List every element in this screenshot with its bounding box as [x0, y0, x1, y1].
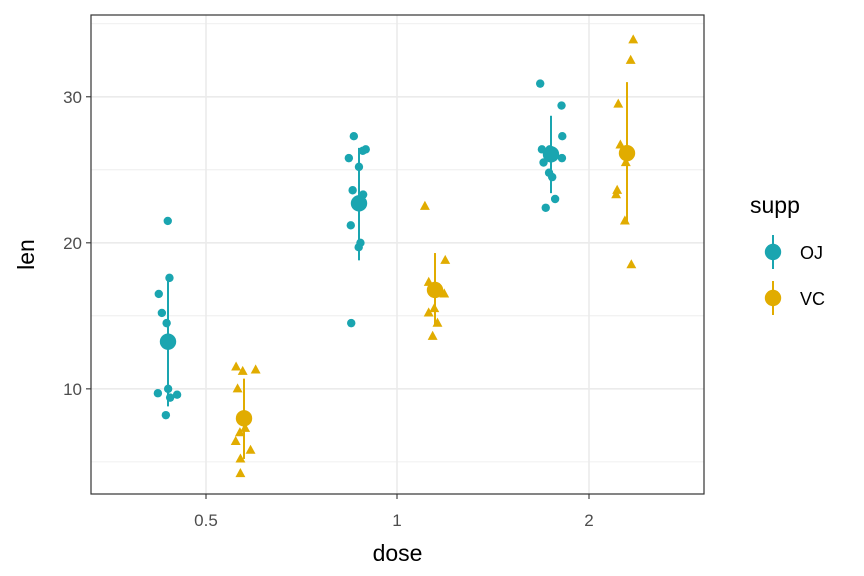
data-point-vc: [231, 361, 242, 371]
data-point-oj: [154, 289, 163, 299]
mean-point-vc: [235, 410, 253, 427]
data-point-vc: [439, 288, 450, 298]
legend-title: supp: [750, 192, 800, 218]
data-point-oj: [536, 79, 545, 88]
data-point-vc: [419, 200, 430, 210]
legend: supp OJ VC: [750, 192, 825, 315]
y-tick-label: 20: [63, 234, 82, 253]
data-point-vc: [628, 34, 639, 44]
mean-point-oj: [350, 195, 368, 212]
mean-point-oj: [542, 146, 560, 163]
data-point-oj: [165, 273, 174, 283]
data-point-vc: [235, 468, 246, 478]
mean-point-vc: [618, 144, 636, 162]
x-tick-label: 0.5: [194, 511, 218, 530]
data-point-oj: [162, 318, 171, 328]
data-point-oj: [163, 216, 172, 226]
data-point-vc: [240, 422, 251, 432]
data-point-oj: [550, 194, 560, 204]
data-point-oj: [172, 390, 182, 399]
plot-marks: [153, 34, 639, 478]
data-point-vc: [237, 365, 248, 375]
data-point-vc: [232, 383, 243, 393]
data-point-vc: [611, 189, 622, 199]
data-point-oj: [344, 153, 354, 163]
data-point-vc: [250, 364, 261, 374]
data-point-oj: [157, 308, 167, 318]
data-point-oj: [153, 389, 163, 398]
x-tick-label: 2: [584, 511, 593, 530]
data-point-oj: [346, 221, 355, 230]
y-axis-title: len: [13, 239, 39, 270]
mean-point-vc: [426, 281, 444, 299]
data-point-vc: [626, 259, 637, 269]
data-point-vc: [230, 435, 241, 446]
data-point-oj: [349, 132, 359, 141]
legend-key-vc: [764, 289, 782, 307]
data-point-vc: [620, 156, 631, 167]
data-point-oj: [557, 153, 567, 163]
data-point-vc: [423, 307, 434, 317]
data-point-oj: [347, 318, 356, 328]
data-point-oj: [558, 132, 567, 141]
grid: [91, 15, 704, 494]
data-point-vc: [235, 453, 246, 463]
y-tick-label: 30: [63, 88, 82, 107]
data-point-vc: [440, 254, 451, 264]
legend-label-vc: VC: [800, 289, 825, 309]
data-point-vc: [234, 427, 245, 437]
data-point-vc: [427, 330, 438, 340]
axes: 10 20 30 0.5 1 2: [63, 88, 594, 530]
data-point-oj: [541, 203, 550, 212]
data-point-vc: [245, 444, 256, 454]
legend-label-oj: OJ: [800, 243, 823, 263]
y-tick-label: 10: [63, 380, 82, 399]
data-point-oj: [348, 186, 357, 195]
data-point-vc: [625, 54, 636, 64]
data-point-oj: [548, 172, 557, 182]
data-point-oj: [557, 101, 566, 110]
data-point-oj: [161, 410, 171, 420]
data-point-vc: [612, 184, 623, 194]
x-axis-title: dose: [373, 540, 423, 566]
data-point-vc: [613, 98, 624, 108]
mean-point-oj: [159, 333, 177, 350]
legend-key-oj: [764, 243, 782, 261]
x-tick-label: 1: [392, 511, 401, 530]
data-point-oj: [358, 146, 367, 156]
